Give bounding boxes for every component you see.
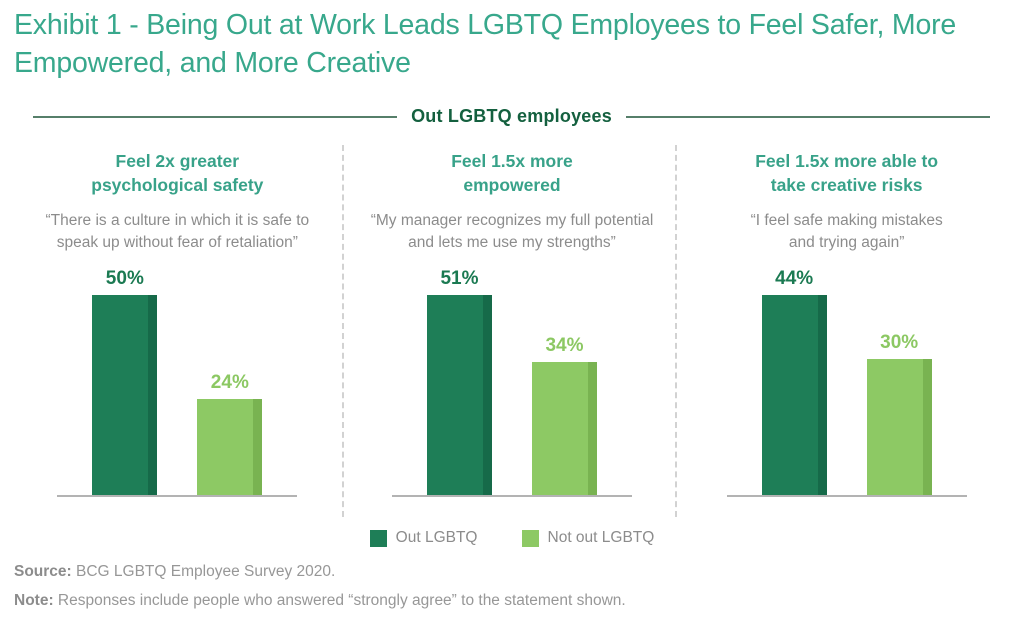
source-text: BCG LGBTQ Employee Survey 2020. [71, 563, 336, 580]
panel-quote-line2: and trying again” [788, 233, 905, 251]
panel-empowered: Feel 1.5x more empowered “My manager rec… [345, 142, 680, 497]
bar-not-out [866, 359, 932, 495]
chart-baseline [57, 495, 298, 497]
panel-heading-line2: psychological safety [91, 174, 264, 195]
bar-not-out [531, 362, 597, 495]
panel-quote-line1: “There is a culture in which it is safe … [45, 212, 310, 230]
panel-quote-line1: “I feel safe making mistakes [750, 212, 943, 230]
panel-quote: “There is a culture in which it is safe … [24, 210, 331, 253]
panel-creative-risks: Feel 1.5x more able to take creative ris… [679, 142, 1014, 497]
bar-out [761, 295, 827, 495]
bar-value-out: 50% [105, 268, 144, 289]
legend-swatch-out [369, 529, 387, 547]
legend-label-not-out: Not out LGBTQ [547, 529, 655, 546]
panel-heading: Feel 2x greater psychological safety [24, 150, 331, 197]
bar-out [92, 295, 158, 495]
bar-value-not-out: 30% [880, 332, 919, 353]
panel-quote-line2: and lets me use my strengths” [408, 233, 616, 251]
panel-quote-line1: “My manager recognizes my full potential [370, 212, 654, 230]
legend-label-out: Out LGBTQ [395, 529, 478, 546]
panel-heading-line2: empowered [463, 174, 561, 195]
panel-quote: “My manager recognizes my full potential… [359, 210, 666, 253]
panel-heading: Feel 1.5x more able to take creative ris… [693, 150, 1000, 197]
note-label: Note: [14, 592, 54, 609]
bar-chart: 44% 30% [693, 267, 1000, 497]
note-line: Note: Responses include people who answe… [14, 592, 626, 610]
chart-baseline [391, 495, 632, 497]
panel-heading-line1: Feel 2x greater [115, 151, 240, 171]
legend-swatch-not-out [521, 529, 539, 547]
panel-heading: Feel 1.5x more empowered [359, 150, 666, 197]
bar-not-out [197, 399, 263, 495]
bar-value-not-out: 34% [545, 335, 584, 356]
panel-quote-line2: speak up without fear of retaliation” [56, 233, 298, 251]
panel-heading-line2: take creative risks [770, 174, 923, 195]
chart-baseline [726, 495, 967, 497]
group-header-label: Out LGBTQ employees [411, 106, 612, 126]
page-title: Exhibit 1 - Being Out at Work Leads LGBT… [14, 9, 957, 80]
legend: Out LGBTQ Not out LGBTQ [0, 529, 1024, 547]
panel-psychological-safety: Feel 2x greater psychological safety “Th… [10, 142, 345, 497]
header-rule-right [625, 115, 990, 118]
panels: Feel 2x greater psychological safety “Th… [10, 142, 1014, 497]
source-label: Source: [14, 563, 72, 580]
group-header: Out LGBTQ employees [33, 106, 990, 127]
bar-chart: 51% 34% [359, 267, 666, 497]
panel-heading-line1: Feel 1.5x more able to [755, 151, 939, 171]
header-rule-left [33, 115, 398, 118]
legend-item-out: Out LGBTQ [369, 529, 478, 547]
panel-divider-1 [342, 145, 344, 517]
panel-quote: “I feel safe making mistakes and trying … [693, 210, 1000, 253]
bar-value-out: 44% [775, 268, 814, 289]
note-text: Responses include people who answered “s… [53, 592, 626, 609]
bar-value-not-out: 24% [210, 372, 249, 393]
source-line: Source: BCG LGBTQ Employee Survey 2020. [14, 563, 626, 581]
panel-divider-2 [675, 145, 677, 517]
bar-value-out: 51% [440, 268, 479, 289]
footnotes: Source: BCG LGBTQ Employee Survey 2020. … [14, 563, 626, 621]
panel-heading-line1: Feel 1.5x more [451, 151, 573, 171]
legend-item-not-out: Not out LGBTQ [521, 529, 655, 547]
bar-chart: 50% 24% [24, 267, 331, 497]
bar-out [426, 295, 492, 495]
